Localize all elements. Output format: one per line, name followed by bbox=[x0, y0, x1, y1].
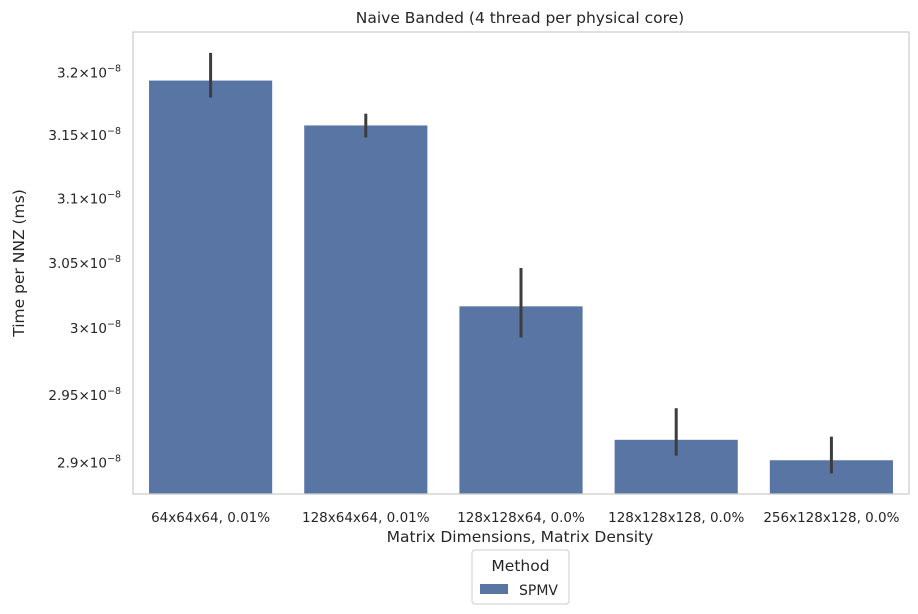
y-tick-label: 3×10−8 bbox=[70, 319, 121, 337]
plot-frame bbox=[132, 31, 910, 495]
x-axis-title: Matrix Dimensions, Matrix Density bbox=[387, 528, 654, 546]
x-tick-label: 128x128x64, 0.0% bbox=[457, 510, 585, 526]
bar bbox=[303, 124, 429, 495]
y-tick-label: 2.95×10−8 bbox=[48, 386, 121, 404]
y-axis-title: Time per NNZ (ms) bbox=[10, 189, 28, 338]
x-tick-label: 64x64x64, 0.01% bbox=[151, 510, 270, 526]
legend-label-spmv: SPMV bbox=[519, 583, 558, 599]
y-tick-label: 3.2×10−8 bbox=[57, 64, 121, 82]
x-tick-label: 128x128x128, 0.0% bbox=[608, 510, 744, 526]
x-tick-label: 128x64x64, 0.01% bbox=[302, 510, 430, 526]
legend: Method SPMV bbox=[471, 549, 570, 605]
bar bbox=[148, 79, 274, 495]
legend-swatch-spmv bbox=[480, 584, 508, 594]
y-tick-label: 3.05×10−8 bbox=[48, 254, 121, 272]
y-tick-label: 3.15×10−8 bbox=[48, 126, 121, 144]
chart-title: Naive Banded (4 thread per physical core… bbox=[356, 9, 684, 27]
plot-area: 64x64x64, 0.01% 128x64x64, 0.01% 128x128x6… bbox=[48, 31, 910, 526]
y-tick-label: 3.1×10−8 bbox=[57, 189, 121, 207]
legend-title: Method bbox=[491, 557, 549, 575]
x-tick-label: 256x128x128, 0.0% bbox=[763, 510, 899, 526]
y-tick-label: 2.9×10−8 bbox=[57, 453, 121, 471]
